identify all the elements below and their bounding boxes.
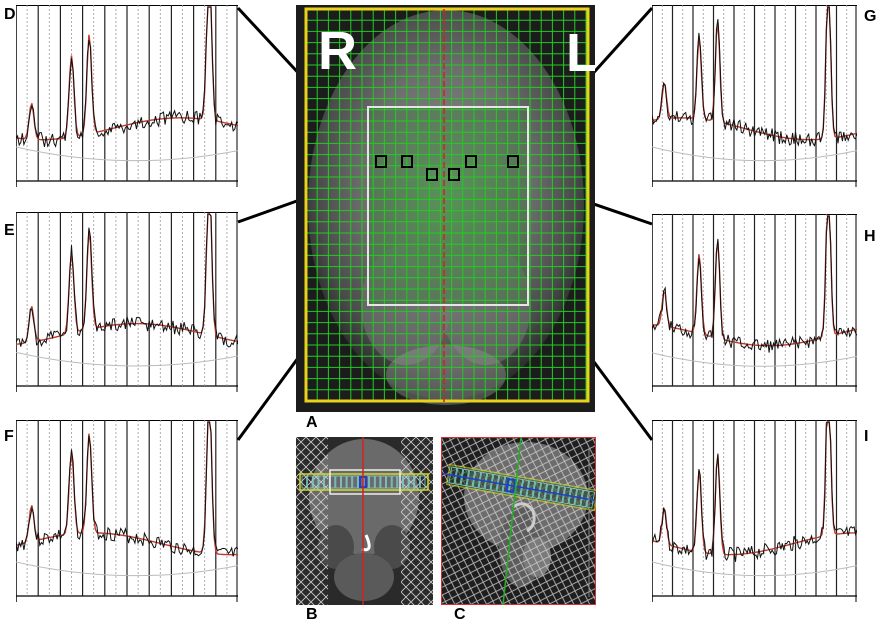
scout-line-c <box>502 436 522 606</box>
voxel-marker-e <box>401 155 413 168</box>
orientation-left-label: L <box>566 23 595 83</box>
csi-grid <box>305 8 588 402</box>
panel-label-d: D <box>4 6 16 23</box>
spectrum-plot-h <box>652 214 857 392</box>
panel-label-e: E <box>4 222 15 239</box>
mri-coronal-scout <box>296 437 433 605</box>
spectrum-panel-i <box>652 420 857 602</box>
panel-label-g: G <box>864 8 877 25</box>
mri-coronal-image <box>296 437 433 605</box>
spectrum-panel-d <box>16 5 238 187</box>
spectrum-panel-h <box>652 214 857 392</box>
mri-sagittal-scout <box>440 436 599 606</box>
voi-box <box>367 106 529 306</box>
spectrum-plot-i <box>652 420 857 602</box>
spectrum-plot-e <box>16 212 238 392</box>
panel-label-h: H <box>864 228 876 245</box>
scout-voi-b <box>329 469 401 495</box>
panel-label-b: B <box>306 606 318 623</box>
voxel-marker-h <box>465 155 477 168</box>
spectrum-panel-e <box>16 212 238 392</box>
spectrum-plot-f <box>16 420 238 602</box>
voxel-marker-g <box>507 155 519 168</box>
panel-label-a: A <box>306 414 318 431</box>
spectrum-panel-g <box>652 5 857 187</box>
scout-band-b <box>299 473 429 491</box>
voxel-marker-f <box>426 168 438 181</box>
spectrum-panel-f <box>16 420 238 602</box>
mri-axial-csi-grid: R L <box>296 5 599 412</box>
panel-label-f: F <box>4 428 14 445</box>
panel-label-c: C <box>454 606 466 623</box>
voxel-marker-d <box>375 155 387 168</box>
spectrum-plot-d <box>16 5 238 187</box>
voxel-marker-i <box>448 168 460 181</box>
spectrum-plot-g <box>652 5 857 187</box>
mri-axial-image: R L <box>296 5 599 412</box>
voi-green-fill <box>368 107 528 305</box>
panel-label-i: I <box>864 428 869 445</box>
orientation-right-label: R <box>318 21 357 81</box>
mri-sagittal-image <box>440 436 599 606</box>
fov-box <box>304 7 590 403</box>
